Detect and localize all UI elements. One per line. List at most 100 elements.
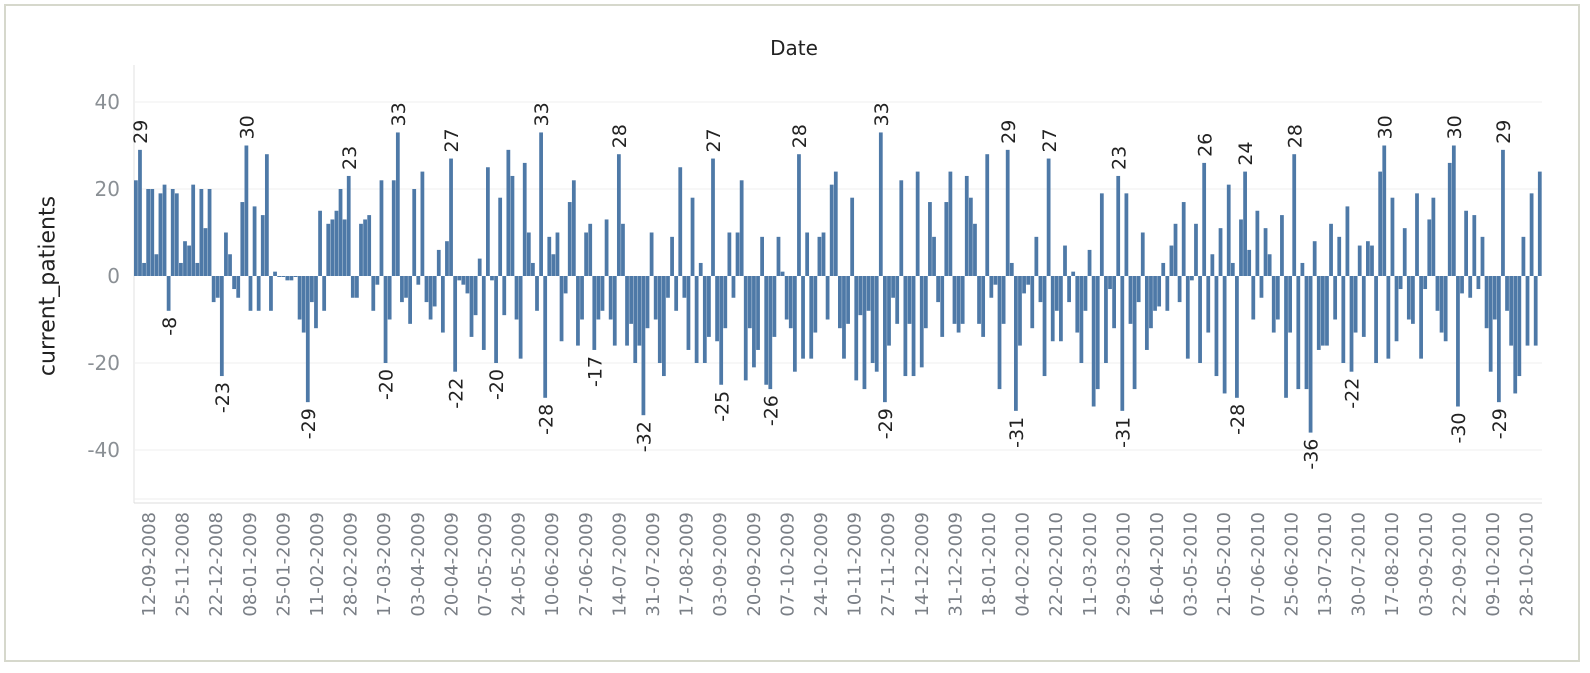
bar — [1009, 262, 1014, 276]
bar — [899, 180, 904, 276]
data-label: -20 — [486, 369, 508, 400]
bar — [739, 180, 744, 276]
bar — [383, 276, 388, 363]
data-label: -25 — [711, 391, 733, 422]
bar — [1370, 245, 1374, 276]
bar — [1308, 276, 1313, 433]
bar — [571, 180, 576, 276]
bar — [367, 215, 372, 276]
bar — [273, 271, 277, 276]
bar — [183, 241, 187, 276]
x-tick-label: 30-07-2010 — [1349, 512, 1370, 617]
bar — [592, 276, 597, 350]
bar — [1046, 158, 1051, 276]
bar — [993, 276, 998, 285]
bar — [187, 245, 191, 276]
data-label: -29 — [298, 408, 320, 439]
x-tick-label: 10-06-2009 — [542, 512, 563, 617]
bar — [363, 219, 367, 276]
bar — [481, 276, 486, 350]
bar — [473, 276, 478, 316]
bar — [752, 276, 756, 368]
data-label: -26 — [760, 395, 782, 426]
bar — [870, 276, 875, 363]
bar — [1288, 276, 1292, 333]
data-label: -32 — [634, 421, 656, 452]
bar — [698, 262, 703, 276]
x-tick-label: 03-09-2010 — [1416, 512, 1437, 617]
bar — [461, 276, 466, 285]
data-label: -17 — [584, 356, 606, 387]
bar — [1525, 276, 1530, 346]
bar — [1361, 276, 1366, 337]
bar — [158, 193, 163, 276]
bar — [1263, 228, 1268, 276]
bar — [371, 276, 376, 311]
bar — [919, 276, 924, 368]
bar — [1177, 276, 1182, 303]
bar — [1018, 276, 1022, 346]
data-label: 29 — [1493, 120, 1515, 144]
bar — [432, 276, 437, 307]
bar — [1001, 276, 1006, 324]
bar — [1194, 223, 1198, 276]
bar — [412, 189, 417, 276]
bar — [964, 175, 969, 276]
bar — [662, 276, 666, 377]
bar — [453, 276, 458, 372]
bar — [1312, 241, 1317, 276]
bar — [674, 276, 679, 311]
bar — [928, 202, 932, 276]
bar — [616, 154, 621, 276]
bar — [850, 197, 855, 276]
bar — [375, 276, 380, 285]
bar — [1349, 276, 1354, 372]
data-label: 33 — [388, 102, 410, 126]
bar — [657, 276, 662, 363]
data-label: 33 — [531, 102, 553, 126]
bar — [1042, 276, 1047, 377]
bar — [1099, 193, 1104, 276]
bar — [338, 189, 343, 276]
data-label: -28 — [1227, 404, 1249, 435]
data-label: 29 — [998, 120, 1020, 144]
bar — [1136, 276, 1141, 303]
bar — [801, 276, 805, 359]
bar — [625, 276, 629, 346]
bar — [1112, 276, 1116, 329]
bar — [1435, 276, 1440, 311]
data-label: 30 — [237, 115, 259, 139]
bar — [559, 276, 564, 342]
bar — [289, 276, 294, 281]
bar — [772, 276, 777, 337]
bar — [1476, 276, 1481, 290]
bar — [756, 276, 760, 350]
bar — [277, 276, 282, 277]
bar — [162, 184, 167, 276]
bar — [874, 276, 879, 372]
bar — [1173, 223, 1178, 276]
data-label: -22 — [1342, 378, 1364, 409]
bar — [1460, 276, 1464, 294]
x-tick-label: 16-04-2010 — [1147, 512, 1168, 617]
bar — [1366, 241, 1370, 276]
bar — [150, 189, 155, 276]
bar — [1447, 162, 1452, 276]
bar — [314, 276, 318, 329]
data-label: 26 — [1194, 133, 1216, 157]
bar — [944, 202, 949, 276]
bar — [436, 249, 441, 276]
bar — [166, 276, 171, 311]
bar — [1316, 276, 1321, 350]
bar — [322, 276, 327, 311]
bar — [1083, 276, 1088, 311]
bar — [514, 276, 519, 320]
bar — [240, 202, 245, 276]
bar — [854, 276, 859, 381]
bar — [825, 276, 830, 320]
chart-title: Date — [770, 36, 818, 60]
data-label: -20 — [376, 369, 398, 400]
x-tick-label: 11-03-2010 — [1080, 512, 1101, 617]
bar — [760, 236, 764, 276]
bar — [813, 276, 818, 333]
